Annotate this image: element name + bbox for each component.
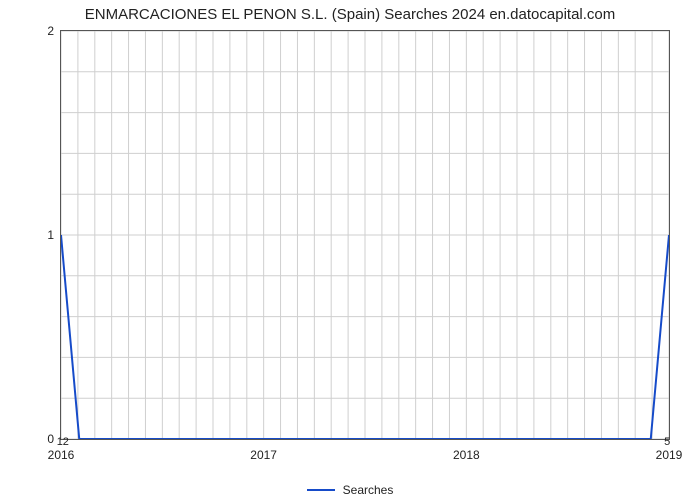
x-extra-label: 5 bbox=[664, 436, 670, 448]
line-svg bbox=[61, 31, 669, 439]
legend: Searches bbox=[0, 478, 700, 497]
y-tick-label: 0 bbox=[47, 432, 54, 446]
legend-item-searches: Searches bbox=[307, 483, 394, 497]
chart-title: ENMARCACIONES EL PENON S.L. (Spain) Sear… bbox=[0, 6, 700, 23]
x-extra-label: 12 bbox=[57, 436, 69, 448]
legend-swatch bbox=[307, 489, 335, 491]
x-tick-label: 2018 bbox=[453, 448, 480, 462]
legend-label: Searches bbox=[343, 483, 394, 497]
x-tick-label: 2017 bbox=[250, 448, 277, 462]
x-tick-label: 2016 bbox=[48, 448, 75, 462]
x-tick-label: 2019 bbox=[656, 448, 683, 462]
y-tick-label: 1 bbox=[47, 228, 54, 242]
plot-area bbox=[60, 30, 670, 440]
chart-container: { "chart": { "type": "line", "title": "E… bbox=[0, 0, 700, 500]
y-tick-label: 2 bbox=[47, 24, 54, 38]
